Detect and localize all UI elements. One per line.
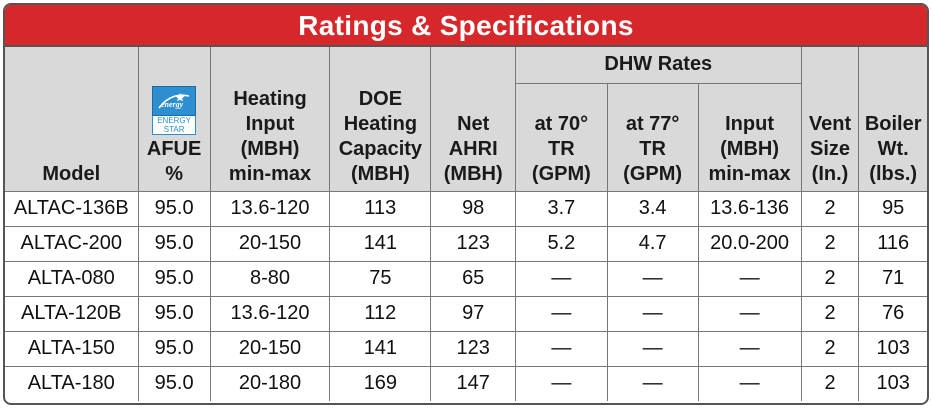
cell-weight: 71 [858, 260, 927, 297]
cell-model: ALTA-080 [5, 260, 139, 297]
cell-weight: 103 [858, 330, 927, 367]
cell-dhw-input: — [697, 330, 802, 367]
cell-net-ahri: 65 [430, 260, 516, 297]
svg-text:energy: energy [161, 100, 184, 109]
header-afue: energy ENERGY STAR AFUE % [137, 47, 211, 192]
cell-dhw-77: — [606, 365, 699, 401]
cell-doe: 113 [329, 190, 432, 227]
cell-model: ALTA-150 [5, 330, 139, 367]
header-dhw-rates: DHW Rates [514, 47, 802, 84]
cell-heating-input: 20-150 [209, 225, 331, 262]
cell-vent: 2 [800, 225, 860, 262]
table-row: ALTAC-200 95.0 20-150 141 123 5.2 4.7 20.0-2… [5, 225, 927, 262]
cell-weight: 103 [858, 365, 927, 401]
cell-net-ahri: 97 [430, 295, 516, 332]
cell-dhw-input: — [697, 260, 802, 297]
table-title: Ratings & Specifications [5, 5, 927, 47]
cell-vent: 2 [800, 190, 860, 227]
header-net-ahri: Net AHRI (MBH) [430, 47, 516, 192]
cell-afue: 95.0 [137, 330, 211, 367]
cell-dhw-77: 4.7 [606, 225, 699, 262]
cell-model: ALTA-180 [5, 365, 139, 401]
cell-model: ALTAC-136B [5, 190, 139, 227]
header-model: Model [5, 47, 139, 192]
table-row: ALTA-180 95.0 20-180 169 147— — — 2 103 [5, 365, 927, 401]
cell-afue: 95.0 [137, 260, 211, 297]
cell-weight: 116 [858, 225, 927, 262]
header-dhw-70: at 70° TR (GPM) [515, 82, 608, 192]
cell-vent: 2 [800, 330, 860, 367]
cell-dhw-70: — [514, 365, 608, 401]
cell-weight: 95 [858, 190, 927, 227]
cell-afue: 95.0 [137, 295, 211, 332]
cell-dhw-input: — [697, 365, 802, 401]
cell-doe: 75 [329, 260, 432, 297]
cell-dhw-70: — [514, 330, 608, 367]
specifications-table-panel: Ratings & Specifications Model energy [3, 3, 929, 405]
cell-model: ALTA-120B [5, 295, 139, 332]
cell-dhw-70: 5.2 [514, 225, 608, 262]
cell-model: ALTAC-200 [5, 225, 139, 262]
cell-net-ahri: 147 [430, 365, 516, 401]
cell-dhw-77: — [606, 295, 699, 332]
cell-heating-input: 20-150 [209, 330, 331, 367]
cell-vent: 2 [800, 260, 860, 297]
cell-doe: 169 [329, 365, 432, 401]
cell-dhw-input: 20.0-200 [697, 225, 802, 262]
cell-heating-input: 8-80 [209, 260, 331, 297]
cell-net-ahri: 123 [430, 225, 516, 262]
table-row: ALTA-080 95.0 8-80 75 65— — — 2 71 [5, 260, 927, 297]
energy-star-icon: energy ENERGY STAR [152, 85, 197, 135]
cell-dhw-77: — [606, 330, 699, 367]
cell-vent: 2 [800, 365, 860, 401]
header-boiler-weight: Boiler Wt. (lbs.) [858, 47, 927, 192]
cell-heating-input: 13.6-120 [209, 295, 331, 332]
cell-afue: 95.0 [137, 225, 211, 262]
cell-dhw-70: — [514, 260, 608, 297]
cell-doe: 112 [329, 295, 432, 332]
header-vent-size: Vent Size (In.) [800, 47, 860, 192]
cell-dhw-input: 13.6-136 [697, 190, 802, 227]
cell-net-ahri: 98 [430, 190, 516, 227]
cell-dhw-77: 3.4 [606, 190, 699, 227]
table-body: ALTAC-136B 95.0 13.6-120 113 98 3.7 3.4 13.6… [5, 190, 927, 401]
ratings-table: Model energy ENERGY STAR AFUE % [5, 47, 927, 401]
cell-vent: 2 [800, 295, 860, 332]
cell-weight: 76 [858, 295, 927, 332]
cell-dhw-70: 3.7 [514, 190, 608, 227]
cell-net-ahri: 123 [430, 330, 516, 367]
header-doe-capacity: DOE Heating Capacity (MBH) [329, 47, 432, 192]
cell-doe: 141 [329, 225, 432, 262]
cell-dhw-70: — [514, 295, 608, 332]
table-row: ALTA-120B 95.0 13.6-120 112 97— — — 2 76 [5, 295, 927, 332]
header-dhw-input: Input (MBH) min-max [697, 82, 802, 192]
cell-heating-input: 20-180 [209, 365, 331, 401]
header-dhw-77: at 77° TR (GPM) [606, 82, 699, 192]
cell-afue: 95.0 [137, 365, 211, 401]
cell-heating-input: 13.6-120 [209, 190, 331, 227]
cell-dhw-77: — [606, 260, 699, 297]
cell-dhw-input: — [697, 295, 802, 332]
cell-afue: 95.0 [137, 190, 211, 227]
table-row: ALTA-150 95.0 20-150 141 123— — — 2 103 [5, 330, 927, 367]
header-heating-input: Heating Input (MBH) min-max [209, 47, 331, 192]
table-row: ALTAC-136B 95.0 13.6-120 113 98 3.7 3.4 13.6… [5, 190, 927, 227]
cell-doe: 141 [329, 330, 432, 367]
